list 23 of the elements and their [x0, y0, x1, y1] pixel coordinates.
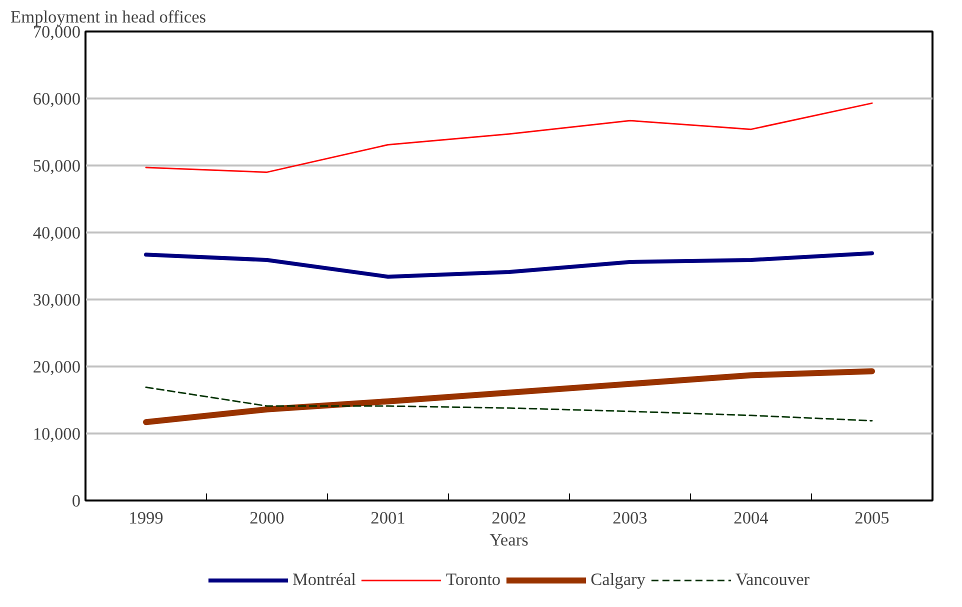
x-tick-label: 1999 — [128, 508, 164, 528]
legend-label: Calgary — [590, 570, 646, 590]
y-tick-label: 40,000 — [32, 224, 81, 242]
x-tick-label: 2003 — [612, 508, 648, 528]
x-tick-label: 2001 — [370, 508, 406, 528]
legend-label: Vancouver — [735, 570, 810, 590]
y-tick-label: 0 — [72, 492, 81, 510]
y-tick-label: 50,000 — [32, 156, 81, 176]
y-tick-label: 30,000 — [32, 290, 81, 310]
x-axis-title: Years — [490, 530, 529, 550]
y-axis-title: Employment in head offices — [10, 8, 206, 26]
line-series — [145, 386, 873, 422]
line-series — [145, 102, 873, 173]
x-tick-label: 2002 — [492, 508, 526, 528]
y-tick-label: 10,000 — [32, 424, 81, 444]
x-tick-label: 2000 — [250, 508, 284, 528]
line-series — [144, 251, 874, 279]
x-tick-label: 2004 — [734, 508, 769, 528]
legend-label: Toronto — [446, 570, 501, 590]
y-tick-label: 60,000 — [32, 90, 81, 108]
y-tick-label: 20,000 — [32, 358, 81, 376]
legend-label: Montréal — [292, 570, 356, 590]
x-tick-label: 2005 — [854, 508, 890, 528]
